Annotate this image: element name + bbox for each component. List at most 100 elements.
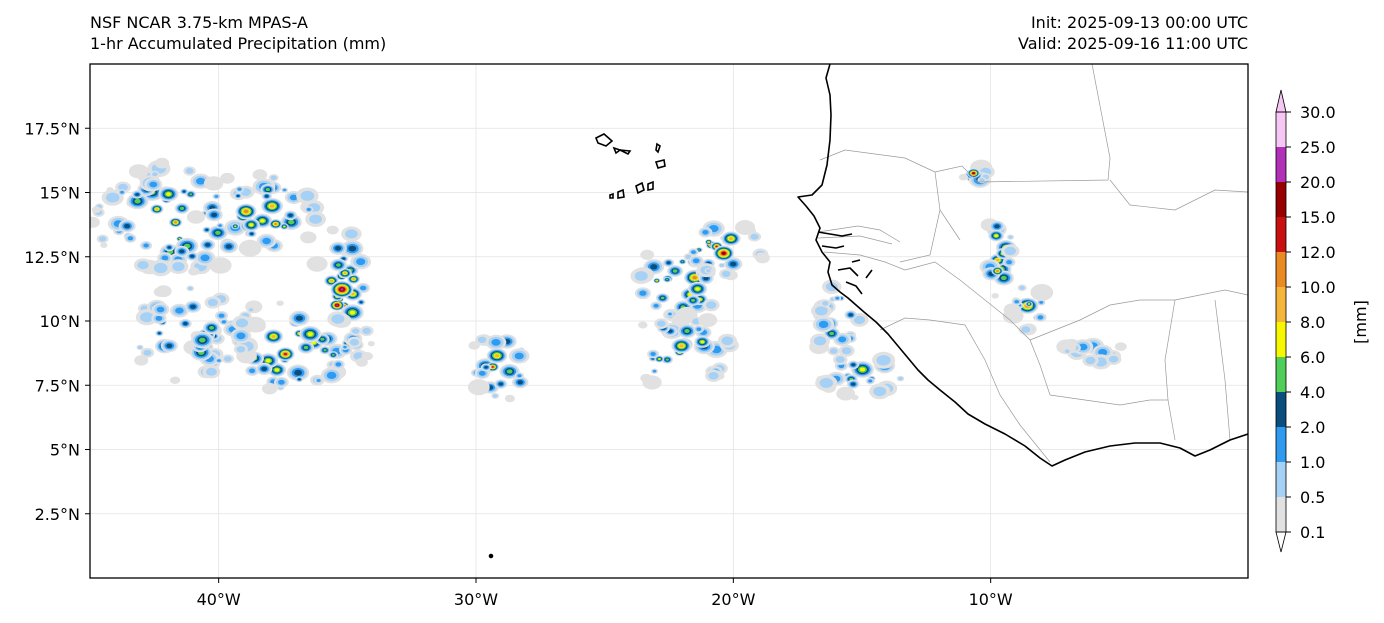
precip-cell — [205, 367, 217, 376]
precip-cell — [225, 244, 232, 249]
precip-cell — [468, 341, 480, 350]
precip-cell — [276, 300, 284, 306]
precip-cell — [991, 293, 999, 299]
precip-cell — [1003, 303, 1021, 317]
precip-cell — [187, 286, 193, 291]
precip-cell — [692, 318, 701, 325]
precip-cell — [722, 252, 726, 255]
precip-cell — [836, 386, 856, 401]
colorbar-segment — [1276, 147, 1286, 182]
precip-cell — [134, 198, 141, 204]
island-fogo — [617, 188, 625, 199]
precip-cell — [639, 290, 647, 296]
precip-cell — [653, 303, 659, 308]
precip-cell — [200, 254, 210, 262]
colorbar-tick-label: 1.0 — [1300, 453, 1325, 472]
precip-cell — [155, 208, 159, 211]
precip-region — [134, 285, 266, 384]
precip-cell — [224, 356, 232, 362]
precip-cell — [650, 264, 658, 270]
colorbar-segment — [1276, 112, 1286, 147]
colorbar-segment — [1276, 182, 1286, 217]
coastline-west-africa — [797, 64, 1248, 467]
border-mali-burkina — [1029, 299, 1175, 341]
precip-region — [1002, 284, 1054, 336]
precip-cell — [672, 269, 678, 273]
precip-cell — [153, 262, 168, 274]
precip-cell — [517, 374, 522, 378]
precip-cell — [99, 236, 107, 242]
precip-cell — [514, 352, 524, 360]
precip-cell — [355, 357, 368, 367]
precip-cell — [638, 321, 648, 329]
precip-cell — [484, 366, 488, 369]
precip-cell — [819, 378, 834, 388]
precip-cell — [349, 310, 356, 315]
precip-cell — [166, 343, 173, 348]
precip-cell — [248, 308, 254, 312]
precip-region — [630, 249, 738, 328]
border-mauritania-senegal — [819, 149, 961, 241]
colorbar-segment — [1276, 252, 1286, 287]
precip-cell — [274, 368, 280, 372]
colorbar-extend-max — [1275, 89, 1287, 113]
precip-cell — [721, 336, 734, 346]
precip-cell — [336, 304, 339, 307]
precip-cell — [825, 282, 838, 292]
precip-cell — [218, 313, 225, 318]
colorbar-segment — [1276, 287, 1286, 322]
colorbar-tick-label: 2.0 — [1300, 418, 1325, 437]
precip-cell — [728, 237, 734, 241]
precip-cell — [124, 223, 131, 229]
precip-cell — [170, 376, 181, 384]
precip-cell — [706, 301, 717, 309]
precip-cell — [841, 347, 852, 355]
field-name: 1-hr Accumulated Precipitation (mm) — [90, 34, 387, 53]
precip-cell — [342, 257, 346, 260]
island-santo-antao — [594, 133, 614, 147]
precip-cell — [730, 261, 737, 267]
precip-cell — [813, 336, 827, 346]
precip-cell — [345, 229, 358, 239]
precip-cell — [152, 172, 158, 177]
precip-cell — [1014, 300, 1019, 304]
precip-cell — [362, 327, 371, 335]
precip-cell — [91, 206, 101, 213]
precip-cell — [698, 313, 718, 328]
colorbar-tick-label: 0.5 — [1300, 488, 1325, 507]
precip-cell — [306, 208, 311, 211]
lat-tick-label: 5°N — [50, 441, 80, 460]
precip-cell — [249, 223, 254, 227]
precip-cell — [238, 239, 262, 257]
precip-cell — [209, 326, 215, 330]
precip-cell — [692, 258, 700, 264]
precip-cell — [303, 345, 309, 350]
precip-cell — [334, 246, 342, 251]
precip-cell — [1021, 326, 1031, 333]
precip-cell — [478, 370, 486, 376]
border-guinea-bissau — [823, 251, 906, 271]
precipitation-field — [90, 157, 1127, 403]
precip-cell — [876, 355, 891, 366]
precip-cell — [203, 176, 224, 191]
coastline-bijagos — [837, 259, 873, 295]
coastlines — [797, 64, 1248, 467]
precip-cell — [237, 187, 242, 191]
precip-cell — [161, 255, 169, 261]
precip-cell — [494, 354, 500, 358]
precip-cell — [137, 345, 143, 349]
precip-cell — [1004, 246, 1016, 256]
precip-cell — [207, 298, 218, 307]
precip-cell — [972, 172, 975, 174]
precip-cell — [658, 358, 661, 360]
precip-cell — [467, 379, 490, 396]
precip-cell — [295, 315, 303, 321]
precip-cell — [1056, 339, 1077, 355]
border-liberia — [929, 319, 1051, 463]
model-name: NSF NCAR 3.75-km MPAS-A — [90, 13, 308, 32]
precip-cell — [697, 249, 701, 251]
precip-cell — [323, 349, 327, 352]
precip-cell — [270, 175, 277, 181]
precip-cell — [491, 339, 501, 346]
precip-region — [467, 334, 530, 403]
